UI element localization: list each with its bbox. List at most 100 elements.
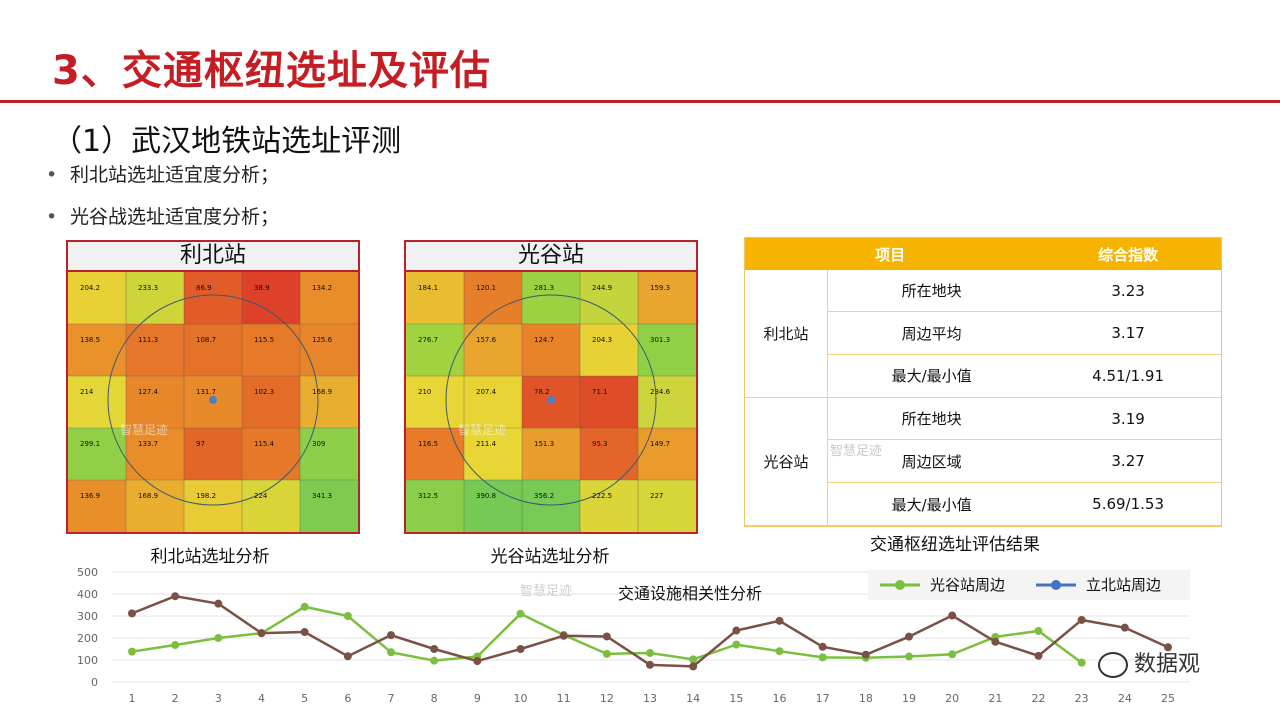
heatmap-cell [522, 272, 580, 324]
cell-value-label: 116.5 [418, 440, 438, 448]
y-tick-label: 500 [77, 566, 98, 579]
legend-marker [1051, 580, 1061, 590]
wechat-icon [1098, 652, 1128, 678]
data-point [300, 602, 309, 611]
map-caption: 光谷站选址分析 [490, 547, 610, 567]
slide-title: 3、交通枢纽选址及评估 [52, 48, 491, 94]
y-tick-label: 400 [77, 588, 98, 601]
heatmap-cell [126, 324, 184, 376]
cell-value-label: 159.3 [650, 284, 670, 292]
cell-value-label: 301.3 [650, 336, 670, 344]
cell-value-label: 115.4 [254, 440, 275, 448]
evaluation-caption: 交通枢纽选址评估结果 [870, 535, 1040, 555]
map-watermark: 智慧足迹 [458, 422, 506, 437]
cell-value-label: 309 [312, 440, 325, 448]
bullet-dot-icon: • [46, 206, 58, 228]
data-point [818, 642, 827, 651]
data-point [430, 656, 439, 665]
data-point [516, 645, 525, 653]
data-point [646, 648, 654, 657]
y-tick-label: 200 [77, 632, 98, 645]
x-tick-label: 20 [945, 692, 959, 705]
bullet-text: 光谷战选址适宜度分析； [70, 206, 280, 228]
cell-value-label: 210 [418, 388, 431, 396]
cell-value-label: 151.3 [534, 440, 554, 448]
item-value: 5.69/1.53 [1035, 482, 1221, 526]
data-point [905, 652, 913, 661]
cell-value-label: 115.5 [254, 336, 274, 344]
cell-value-label: 214 [80, 388, 94, 396]
data-point [1034, 651, 1043, 660]
heatmap-cell [464, 272, 522, 324]
heatmap-cell [522, 480, 580, 532]
heatmap-cell [638, 272, 696, 324]
cell-value-label: 97 [196, 440, 205, 448]
heatmap-cell [406, 428, 464, 480]
station-name: 利北站 [745, 270, 828, 398]
heatmap-canvas: 204.2 233.3 86.9 38.9 134.2 138.5 111.3 108.7 11… [68, 272, 358, 532]
heatmap-cell [580, 272, 638, 324]
data-point [300, 628, 309, 637]
data-point [214, 599, 223, 608]
data-point [516, 609, 525, 618]
x-tick-label: 25 [1161, 692, 1175, 705]
x-tick-label: 18 [859, 692, 873, 705]
heatmap-cell [242, 272, 300, 324]
heatmap-cell [68, 324, 126, 376]
data-point [861, 650, 870, 659]
cell-value-label: 111.3 [138, 336, 158, 344]
station-marker-icon [547, 396, 555, 404]
x-tick-label: 23 [1075, 692, 1089, 705]
cell-value-label: 168.9 [312, 388, 332, 396]
data-point [1077, 615, 1086, 624]
x-tick-label: 5 [301, 692, 308, 705]
y-tick-label: 0 [91, 676, 98, 689]
legend-label: 光谷站周边 [930, 576, 1005, 594]
cell-value-label: 95.3 [592, 440, 608, 448]
heatmap-cell [300, 272, 358, 324]
cell-value-label: 134.2 [312, 284, 332, 292]
data-point [1034, 626, 1043, 635]
data-point [1077, 658, 1086, 667]
cell-value-label: 299.1 [80, 440, 100, 448]
data-point [948, 611, 957, 620]
cell-value-label: 244.9 [592, 284, 612, 292]
heatmap-cell [464, 324, 522, 376]
bullet-text: 利北站选址适宜度分析； [70, 164, 280, 186]
x-tick-label: 7 [388, 692, 395, 705]
wechat-brand: 数据观 [1098, 646, 1200, 678]
cell-value-label: 125.6 [312, 336, 333, 344]
cell-value-label: 211.4 [476, 440, 497, 448]
data-point [646, 660, 654, 669]
table-row: 最大/最小值 5.69/1.53 [745, 482, 1221, 526]
item-value: 3.19 [1035, 397, 1221, 441]
data-point [948, 650, 957, 659]
map-watermark: 智慧足迹 [120, 422, 168, 437]
item-label: 周边区域 [827, 439, 1036, 484]
bullet-dot-icon: • [46, 164, 58, 186]
legend-box [868, 570, 1190, 600]
heatmap-cell [184, 480, 242, 532]
table-row: 光谷站 所在地块 3.19 [745, 397, 1221, 527]
cell-value-label: 233.3 [138, 284, 158, 292]
chart-title: 交通设施相关性分析 [618, 584, 762, 603]
heatmap-cell [242, 324, 300, 376]
x-tick-label: 21 [988, 692, 1002, 705]
cell-value-label: 38.9 [254, 284, 270, 292]
heatmap-cell [300, 324, 358, 376]
heatmap-cell [184, 272, 242, 324]
heatmap-cell [242, 428, 300, 480]
data-point [128, 647, 136, 656]
cell-value-label: 204.2 [80, 284, 100, 292]
item-label: 最大/最小值 [827, 482, 1036, 526]
cell-value-label: 227 [650, 492, 663, 500]
table-row: 周边平均 3.17 [745, 311, 1221, 356]
item-label: 最大/最小值 [827, 354, 1036, 398]
data-point [128, 609, 136, 618]
x-tick-label: 3 [215, 692, 222, 705]
heatmap-cell [406, 480, 464, 532]
x-tick-label: 15 [729, 692, 743, 705]
heatmap-cell [242, 376, 300, 428]
data-point [387, 648, 395, 657]
